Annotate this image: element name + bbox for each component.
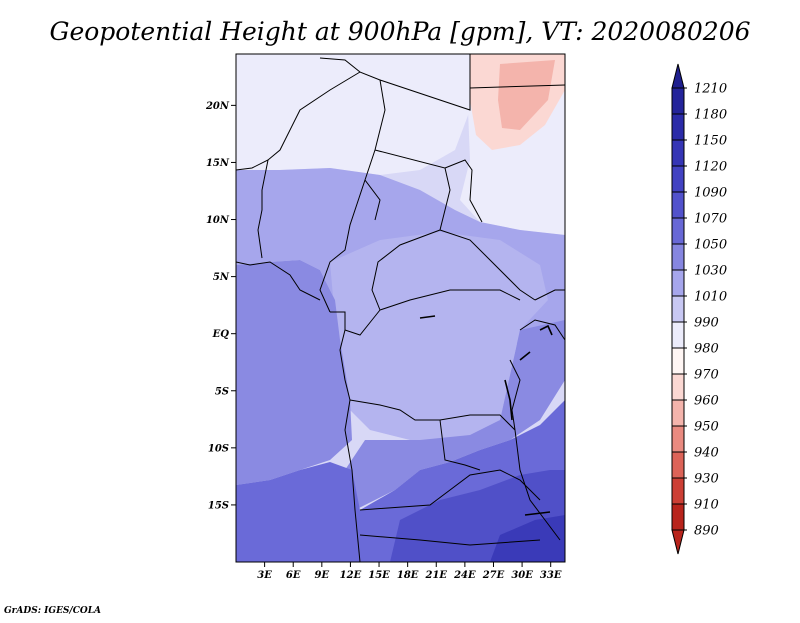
- colorbar-swatch: [671, 113, 685, 141]
- map-title: Geopotential Height at 900hPa [gpm], VT:…: [49, 17, 750, 46]
- lat-tick-label: 10N: [206, 215, 230, 226]
- lakes: [419, 315, 553, 516]
- lon-tick-label: 33E: [540, 570, 562, 581]
- colorbar-level-label: 1120: [694, 160, 727, 175]
- contour-band-1070-west: [236, 260, 352, 485]
- lon-tick-label: 9E: [315, 570, 330, 581]
- colorbar-swatch: [671, 373, 685, 401]
- contour-band-1150: [490, 515, 565, 562]
- colorbar-top-arrow: [671, 63, 685, 89]
- colorbar-swatch: [671, 347, 685, 375]
- contour-band-980-ne: [498, 60, 555, 130]
- colorbar-level-label: 980: [694, 342, 719, 357]
- colorbar-level-label: 1010: [694, 290, 727, 305]
- lon-tick-label: 21E: [424, 570, 447, 581]
- colorbar-level-label: 930: [694, 472, 719, 487]
- lon-tick-label: 24E: [453, 570, 476, 581]
- lon-tick-label: 18E: [397, 570, 419, 581]
- colorbar-level-label: 960: [694, 394, 719, 409]
- map-area: [236, 54, 565, 562]
- contour-band-1070-southeast: [345, 320, 565, 510]
- colorbar-swatch: [671, 139, 685, 167]
- colorbar-swatch: [671, 425, 685, 453]
- colorbar-swatch: [671, 503, 685, 531]
- colorbar-swatch: [671, 321, 685, 349]
- lon-tick-label: 12E: [340, 570, 362, 581]
- longitude-axis: 3E 6E 9E 12E 15E 18E 21E 24E 27E 30E 33E: [257, 562, 562, 581]
- colorbar-level-label: 890: [694, 524, 719, 539]
- colorbar-level-label: 1150: [694, 134, 727, 149]
- country-borders: [236, 54, 565, 562]
- lon-tick-label: 15E: [368, 570, 390, 581]
- contour-band-1010: [236, 54, 470, 175]
- contour-band-1050-central: [330, 232, 548, 445]
- colorbar: 1210 1180 1150 1120 1090 1070 1050 1030 1010 990 9…: [671, 63, 727, 555]
- colorbar-level-label: 1210: [694, 82, 727, 97]
- lon-tick-label: 27E: [482, 570, 505, 581]
- lon-tick-label: 3E: [257, 570, 272, 581]
- lat-tick-label: 10S: [208, 443, 229, 454]
- colorbar-swatch: [671, 451, 685, 479]
- colorbar-swatch: [671, 269, 685, 297]
- lat-tick-label: 5S: [215, 386, 229, 397]
- colorbar-level-label: 910: [694, 498, 719, 513]
- colorbar-level-label: 950: [694, 420, 719, 435]
- lon-tick-label: 30E: [511, 570, 533, 581]
- colorbar-swatch: [671, 217, 685, 245]
- colorbar-swatch: [671, 477, 685, 505]
- colorbar-bottom-arrow: [671, 529, 685, 555]
- lat-tick-label: 15S: [208, 500, 229, 511]
- map-frame: [235, 53, 566, 563]
- colorbar-level-label: 1070: [694, 212, 727, 227]
- colorbar-level-label: 1090: [694, 186, 727, 201]
- colorbar-swatch: [671, 295, 685, 323]
- latitude-axis: 20N 15N 10N 5N EQ 5S 10S 15S: [205, 101, 236, 511]
- lat-tick-label: 20N: [205, 101, 230, 112]
- credit-label: GrADS: IGES/COLA: [4, 606, 101, 616]
- colorbar-level-label: 1050: [694, 238, 727, 253]
- lat-tick-label: EQ: [212, 329, 230, 340]
- colorbar-level-label: 970: [694, 368, 719, 383]
- colorbar-level-label: 1180: [694, 108, 727, 123]
- lat-tick-label: 5N: [213, 272, 230, 283]
- colorbar-level-label: 940: [694, 446, 719, 461]
- colorbar-swatch: [671, 87, 685, 115]
- colorbar-swatch: [671, 191, 685, 219]
- colorbar-swatch: [671, 399, 685, 427]
- colorbar-level-label: 990: [694, 316, 719, 331]
- colorbar-swatch: [671, 243, 685, 271]
- colorbar-level-label: 1030: [694, 264, 727, 279]
- colorbar-swatch: [671, 165, 685, 193]
- lon-tick-label: 6E: [286, 570, 301, 581]
- lat-tick-label: 15N: [206, 158, 230, 169]
